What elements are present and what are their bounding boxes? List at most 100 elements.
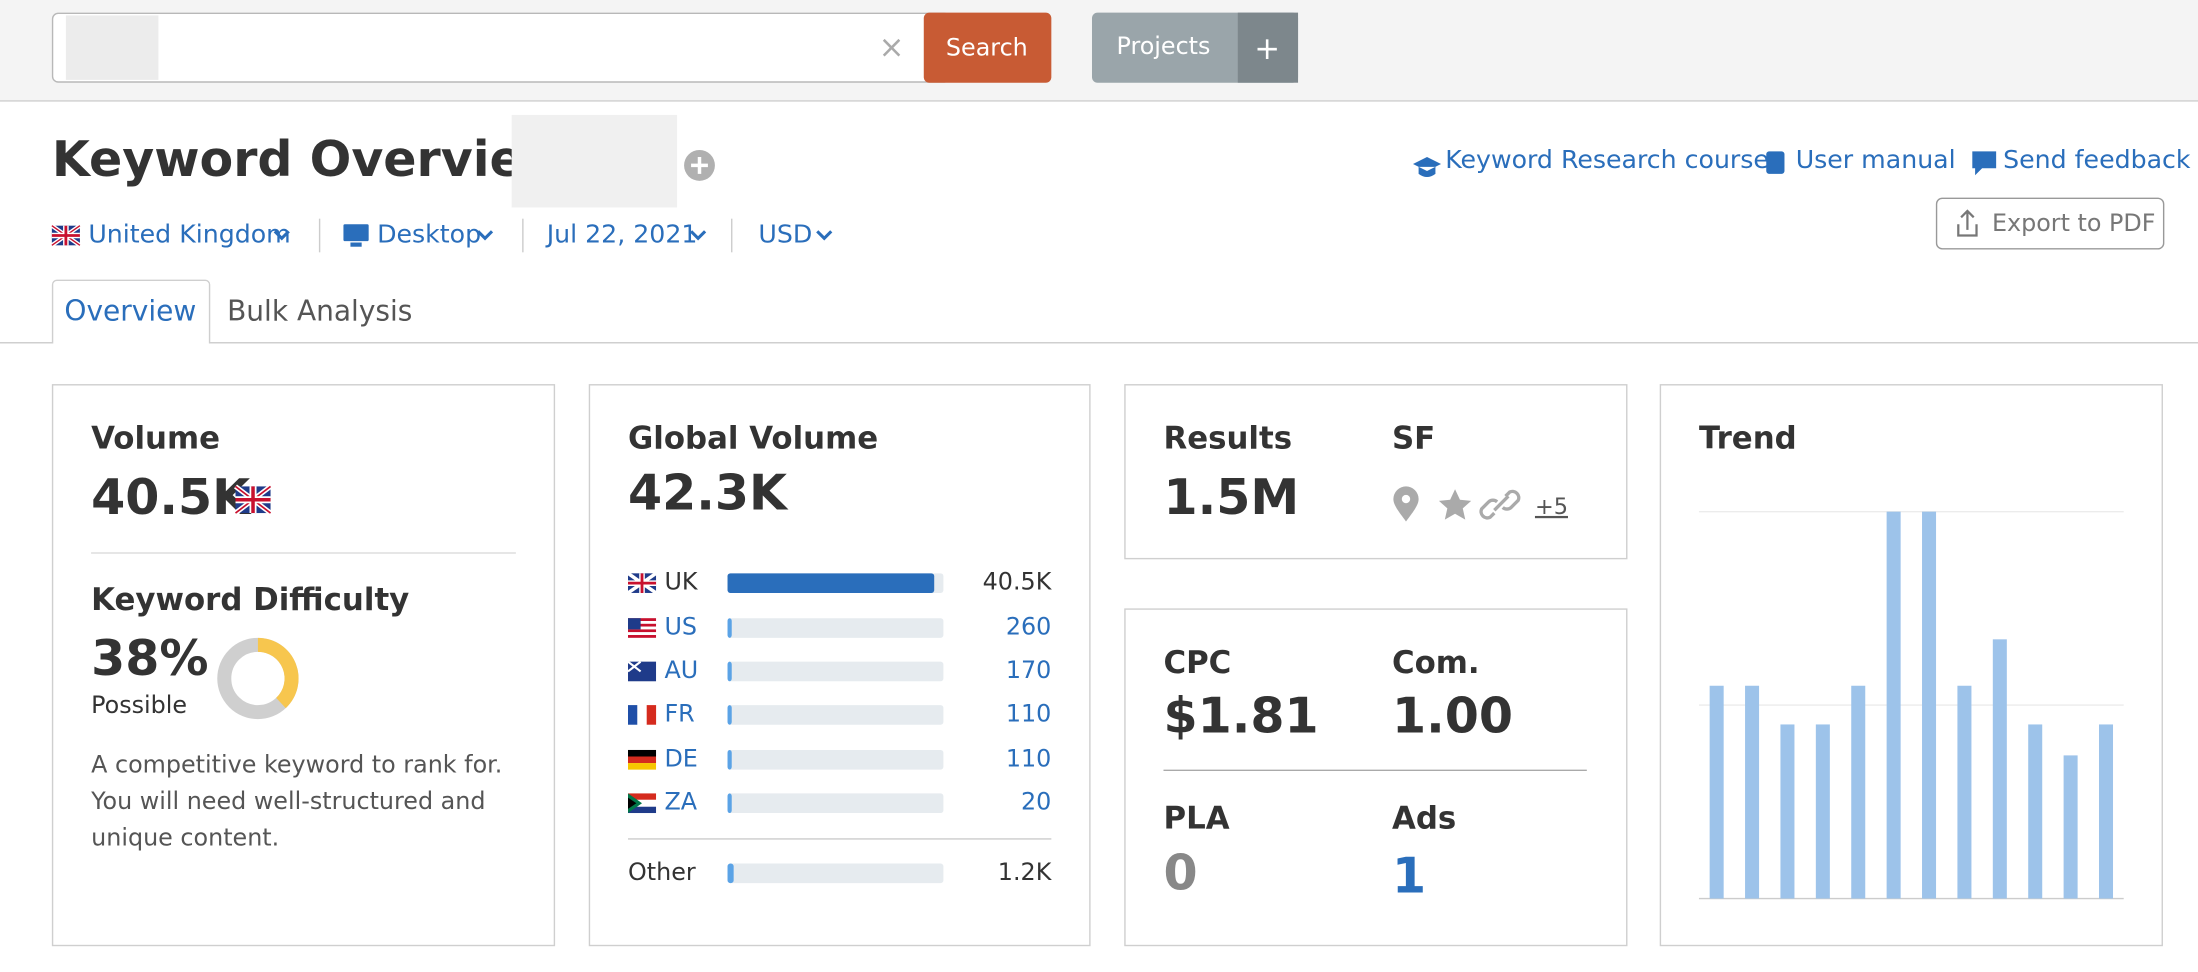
kd-label: Keyword Difficulty [91, 582, 409, 618]
flag [627, 660, 642, 673]
kd-description-box: A competitive keyword to rank for. You w… [91, 751, 503, 853]
projects-label: Projects [1117, 32, 1211, 60]
country-label: Other [628, 858, 696, 886]
local-pack-icon [1401, 494, 1411, 504]
flag [628, 806, 657, 814]
feedback-icon [1972, 151, 1997, 176]
country-label: US [664, 613, 697, 641]
sf-more[interactable]: +5 [1535, 494, 1568, 520]
export-button[interactable] [1935, 197, 2165, 250]
pla-label: PLA [1163, 801, 1229, 837]
trend-bar [2063, 755, 2078, 899]
flag [628, 749, 657, 757]
trend-bar [2028, 724, 2043, 899]
filter-dropdown[interactable]: USD [758, 220, 812, 249]
ads-label: Ads [1392, 801, 1456, 837]
volume-track [727, 661, 944, 682]
ads-value[interactable]: 1 [1392, 846, 1426, 904]
kd-rating: Possible [91, 691, 187, 719]
add-project-button[interactable] [1237, 12, 1299, 83]
tab[interactable]: Bulk Analysis [227, 295, 412, 328]
header-link[interactable]: Keyword Research course [1445, 145, 1769, 174]
flag [628, 705, 638, 725]
global-volume-label: Global Volume [628, 421, 878, 457]
kd-donut-arc [257, 637, 299, 709]
flag [628, 763, 657, 770]
uk-flag [234, 484, 273, 516]
flag [628, 629, 657, 633]
trend-bar [1922, 511, 1937, 899]
volume-track [727, 705, 944, 725]
results-card [1124, 384, 1628, 560]
trend-card [1659, 384, 2163, 947]
sf-label: SF [1392, 421, 1435, 457]
header-link[interactable]: User manual [1796, 145, 1956, 174]
search-input[interactable] [51, 12, 951, 83]
flag [628, 797, 637, 809]
flag [637, 705, 647, 725]
active-tab[interactable] [51, 279, 211, 344]
flag [628, 618, 657, 621]
tab-label: Overview [64, 295, 196, 328]
country-label: FR [664, 699, 694, 727]
search-button[interactable] [923, 12, 1052, 83]
trend-label: Trend [1699, 421, 1797, 457]
volume-track [727, 793, 944, 814]
desktop-icon [343, 224, 369, 242]
cpc-card [1124, 608, 1628, 947]
volume-bar [727, 863, 734, 884]
volume-bar [727, 661, 732, 682]
volume-bar [727, 705, 732, 725]
country-label: UK [664, 568, 698, 596]
country-volume: 110 [1006, 744, 1051, 772]
course-icon [1413, 157, 1442, 177]
competition-label: Com. [1392, 645, 1480, 681]
trend-bar [1992, 639, 2007, 899]
trend-bar [1780, 724, 1795, 899]
country-volume: 40.5K [983, 568, 1053, 596]
volume-track [727, 618, 944, 638]
search-button-label: Search [946, 34, 1028, 62]
trend-bar [1709, 685, 1724, 899]
pla-value: 0 [1163, 844, 1197, 902]
filter-dropdown[interactable]: Desktop [377, 220, 481, 249]
volume-track [727, 863, 944, 884]
flag [628, 573, 657, 593]
trend-bar [1957, 685, 1972, 899]
redacted [65, 15, 159, 80]
flag [628, 618, 641, 630]
kd-description: A competitive keyword to rank for. You w… [91, 751, 503, 853]
cpc-value: $1.81 [1163, 687, 1318, 745]
local-pack-icon [1393, 486, 1419, 522]
chevron [273, 230, 290, 241]
trend-bar [1815, 724, 1830, 899]
volume-card [51, 384, 556, 947]
volume-track [727, 749, 944, 770]
flag [628, 620, 657, 624]
chevron [476, 230, 494, 241]
country-volume: 260 [1006, 613, 1051, 641]
chevron [689, 230, 707, 241]
header-link[interactable]: Send feedback [2003, 145, 2191, 174]
redacted [511, 114, 678, 208]
flag [628, 793, 657, 800]
plus-icon [691, 157, 708, 174]
country-volume: 1.2K [998, 858, 1053, 886]
export-icon [1957, 209, 1978, 237]
desktop-icon [350, 242, 362, 247]
clear-button[interactable]: × [879, 30, 905, 66]
page-title: Keyword Overview: [52, 130, 588, 188]
country-label: AU [664, 656, 698, 684]
country-volume: 20 [1021, 788, 1051, 816]
volume-bar [727, 749, 732, 770]
filter-dropdown[interactable]: Jul 22, 2021 [545, 220, 698, 249]
results-value: 1.5M [1163, 468, 1299, 526]
flag [628, 626, 657, 630]
trend-bar [1886, 511, 1901, 899]
flag [628, 623, 657, 627]
filter-dropdown[interactable]: United Kingdom [88, 220, 290, 249]
manual-icon [1766, 151, 1785, 174]
volume-bar [727, 793, 732, 814]
uk-flag [50, 223, 82, 248]
